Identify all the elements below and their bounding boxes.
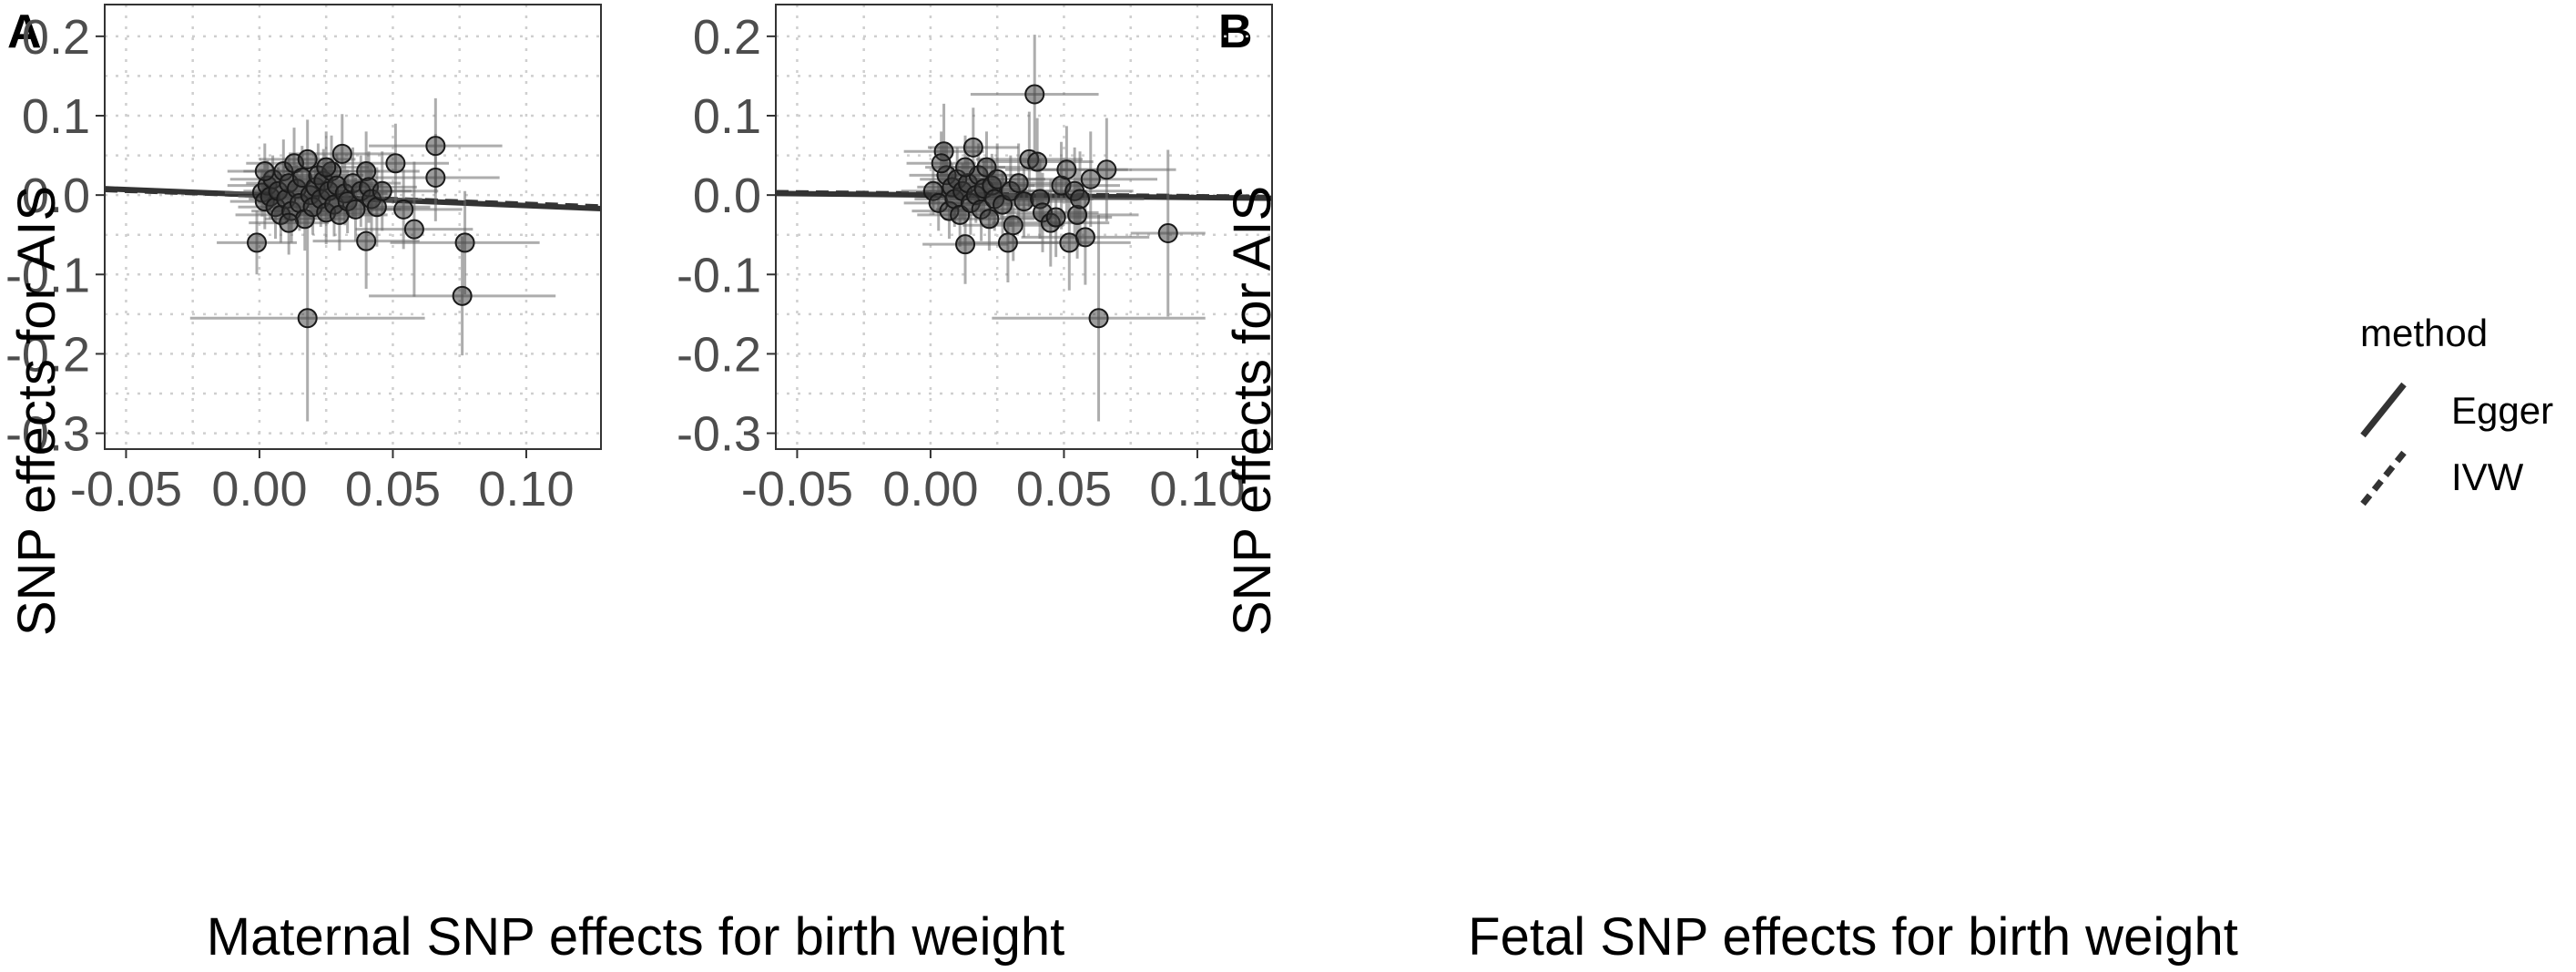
- panel-b-point: [979, 209, 1000, 230]
- panel-a-point: [331, 143, 352, 164]
- panel-a-marks: [189, 97, 556, 422]
- panel-a-point: [254, 161, 275, 181]
- panel-b-point: [1074, 227, 1095, 248]
- panel-a-x-tick-label: 0.10: [478, 462, 574, 517]
- panel-b-point: [1008, 173, 1029, 194]
- panel-b-x-tick-label: -0.05: [741, 462, 853, 517]
- panel-a-y-tick-label: 0.1: [22, 89, 90, 144]
- panel-a-y-tick-label: 0.0: [22, 169, 90, 223]
- panel-a: A -0.05 0.00 0.05 0.10 -0.3 -0.2 -0.1 0.0 0.1 0.2…: [5, 4, 1064, 967]
- panel-a-x-tick-label: -0.05: [70, 462, 182, 517]
- panel-b: B -0.05 0.00 0.05 0.10 -0.3 -0.2 -0.1 0.0 0.1 0.2…: [677, 4, 2238, 967]
- panel-b-point: [962, 137, 983, 158]
- panel-a-x-tick-label: 0.00: [211, 462, 307, 517]
- panel-b-frame: [775, 4, 1273, 450]
- panel-b-letter: B: [1218, 5, 1253, 58]
- panel-a-point: [356, 230, 377, 251]
- panel-b-ticks: -0.05 0.00 0.05 0.10 -0.3 -0.2 -0.1 0.0 0.1 0.2: [677, 10, 1246, 517]
- panel-a-point: [297, 148, 318, 169]
- panel-a-point: [403, 219, 424, 240]
- panel-b-x-tick-label: 0.00: [882, 462, 978, 517]
- panel-a-point: [425, 136, 446, 157]
- panel-b-point: [1080, 169, 1101, 189]
- panel-a-point: [297, 308, 318, 329]
- panel-a-y-axis-title: SNP effects for AIS: [7, 186, 66, 636]
- panel-b-point: [1027, 151, 1048, 172]
- panel-a-point: [345, 199, 366, 220]
- panel-b-point: [1045, 207, 1066, 228]
- legend-title: method: [2360, 312, 2488, 354]
- legend-egger-swatch: [2360, 382, 2407, 438]
- panel-a-point: [425, 167, 446, 188]
- panel-b-point: [1157, 222, 1178, 243]
- panel-b-point: [1003, 215, 1023, 236]
- panel-b-y-tick-label: 0.0: [693, 169, 761, 223]
- panel-a-point: [385, 153, 406, 174]
- panel-a-y-tick-label: -0.2: [5, 327, 90, 382]
- panel-b-x-tick-label: 0.05: [1016, 462, 1112, 517]
- panel-b-point: [955, 234, 976, 255]
- panel-a-point: [247, 232, 268, 253]
- panel-b-point: [931, 153, 952, 174]
- panel-b-y-tick-label: -0.1: [677, 248, 761, 302]
- panel-b-y-tick-label: -0.3: [677, 407, 761, 462]
- panel-a-point: [279, 212, 300, 233]
- panel-a-point: [452, 285, 473, 306]
- panel-a-ticks: -0.05 0.00 0.05 0.10 -0.3 -0.2 -0.1 0.0 0.1 0.2: [5, 10, 575, 517]
- panel-a-y-tick-label: -0.3: [5, 407, 90, 462]
- panel-a-point: [454, 232, 475, 253]
- panel-b-point: [1056, 159, 1077, 180]
- legend: method Egger IVW: [2360, 312, 2553, 506]
- panel-b-y-axis-title: SNP effects for AIS: [1223, 186, 1282, 636]
- panel-a-letter: A: [7, 5, 42, 58]
- panel-a-x-tick-label: 0.05: [345, 462, 441, 517]
- panel-b-point: [1024, 84, 1045, 105]
- panel-a-y-tick-label: -0.1: [5, 248, 90, 302]
- panel-b-y-tick-label: -0.2: [677, 327, 761, 382]
- panel-a-point: [316, 157, 337, 178]
- panel-a-frame: [104, 4, 602, 450]
- panel-b-point: [1088, 308, 1109, 329]
- panel-b-x-axis-title: Fetal SNP effects for birth weight: [1468, 907, 2238, 967]
- panel-b-y-tick-label: 0.2: [693, 10, 761, 65]
- panel-b-x-tick-label: 0.10: [1149, 462, 1245, 517]
- panel-a-point: [372, 180, 392, 201]
- panel-a-grid: [105, 5, 601, 449]
- legend-ivw-swatch: [2360, 450, 2407, 506]
- panel-b-y-tick-label: 0.1: [693, 89, 761, 144]
- panel-b-marks: [901, 35, 1206, 422]
- panel-a-y-tick-label: 0.2: [22, 10, 90, 65]
- panel-b-point: [1096, 159, 1117, 180]
- panel-b-point: [1070, 189, 1091, 210]
- legend-ivw-label: IVW: [2451, 455, 2524, 498]
- panel-a-x-axis-title: Maternal SNP effects for birth weight: [207, 907, 1064, 967]
- panel-b-point: [987, 169, 1008, 189]
- panel-b-point: [955, 157, 976, 178]
- panel-b-point: [997, 232, 1018, 253]
- legend-egger-label: Egger: [2451, 389, 2553, 432]
- panel-a-point: [393, 199, 414, 220]
